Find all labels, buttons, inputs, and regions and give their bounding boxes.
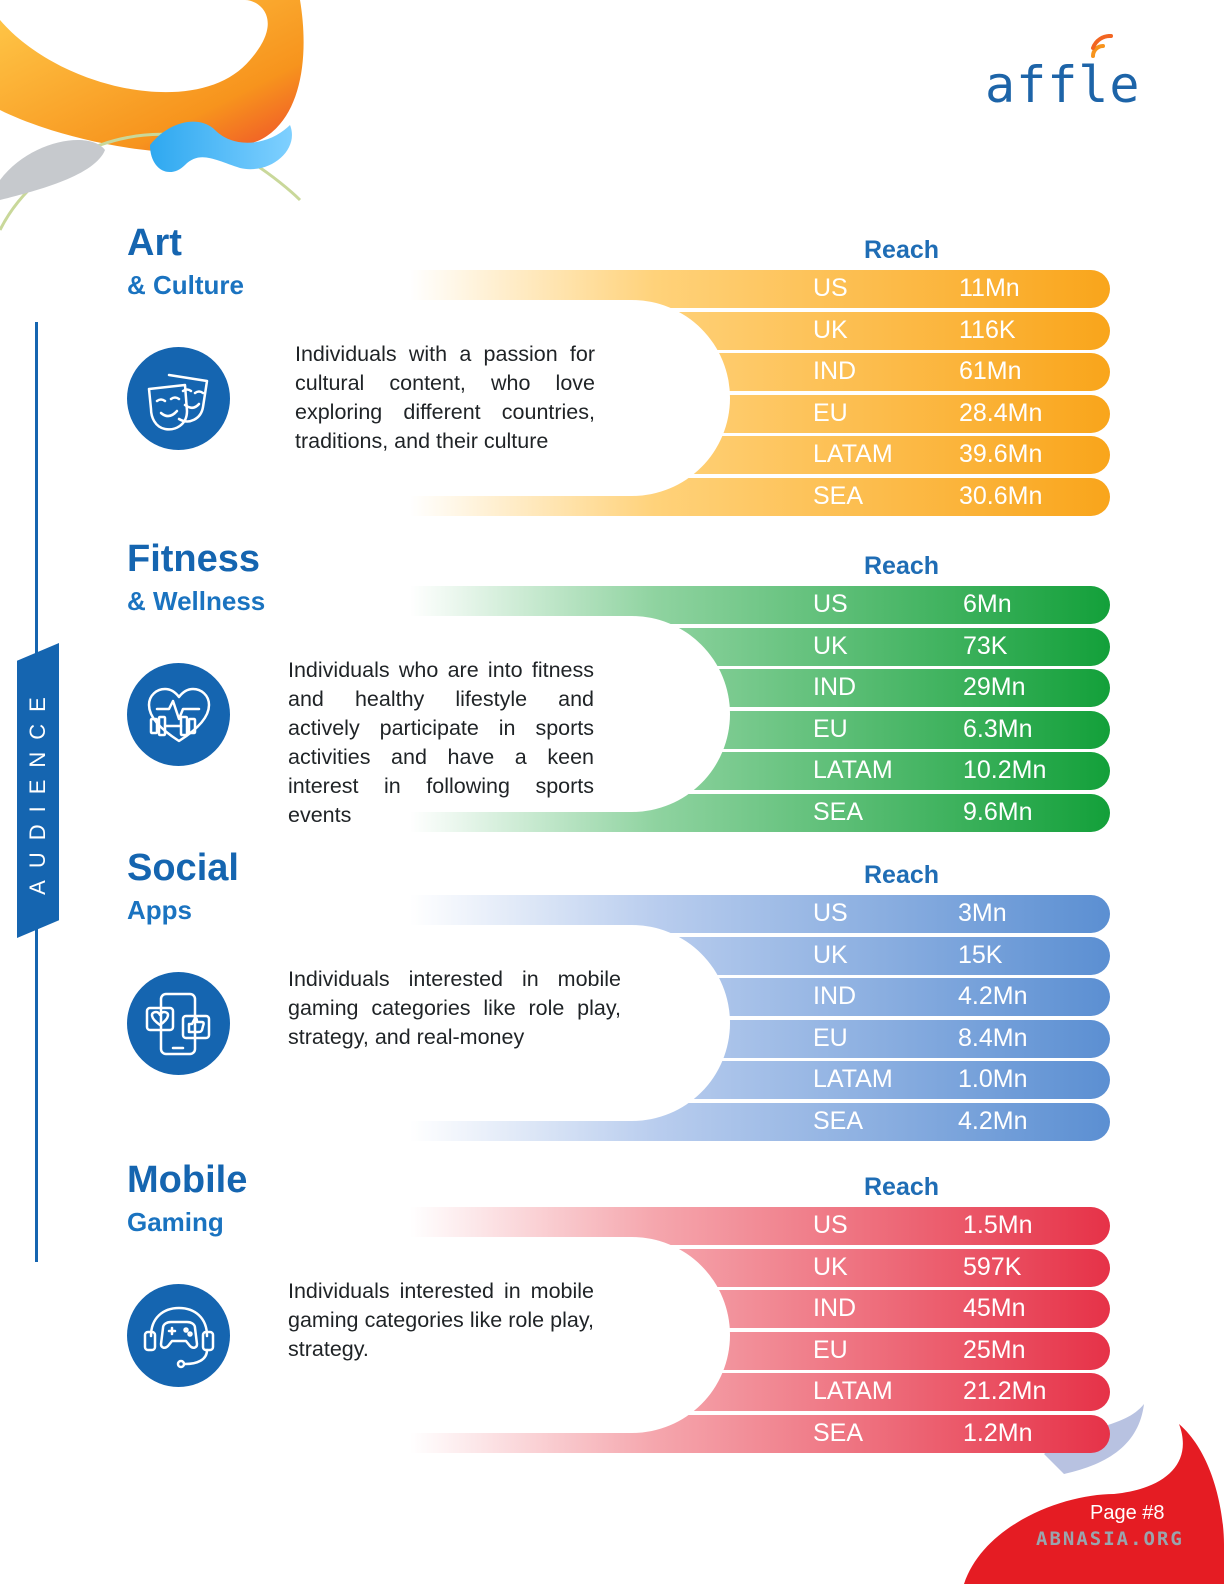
audience-section: US 1.5Mn UK 597K IND 45Mn EU 25Mn LATAM 21.2Mn SEA… <box>0 1159 1224 1469</box>
reach-value: 61Mn <box>959 357 1022 386</box>
band-notch <box>400 616 730 812</box>
region-label: IND <box>813 982 857 1011</box>
section-subtitle: & Culture <box>127 270 244 300</box>
affle-logo: affle <box>985 34 1145 114</box>
logo-wordmark: affle <box>985 56 1141 114</box>
section-description: Individuals interested in mobile gaming … <box>288 1279 594 1361</box>
decorative-swoosh-top-left <box>0 0 304 231</box>
reach-value: 39.6Mn <box>959 440 1043 469</box>
region-label: LATAM <box>813 440 893 469</box>
reach-value: 73K <box>963 631 1008 660</box>
region-label: UK <box>813 1252 848 1281</box>
heart-dumbbell-icon <box>127 663 230 766</box>
region-label: US <box>813 1211 848 1239</box>
region-label: UK <box>813 940 848 969</box>
region-label: EU <box>813 714 848 743</box>
reach-value: 21.2Mn <box>963 1377 1047 1406</box>
page-number: Page #8 <box>1090 1502 1165 1524</box>
audience-section: US 11Mn UK 116K IND 61Mn EU 28.4Mn LATAM 39.6Mn SE… <box>0 222 1224 532</box>
section-title: Art <box>127 222 182 264</box>
reach-value: 1.5Mn <box>963 1211 1033 1239</box>
section-title: Social <box>127 847 239 889</box>
reach-value: 3Mn <box>958 899 1007 927</box>
band-notch <box>400 925 730 1121</box>
region-label: EU <box>813 398 848 427</box>
region-label: EU <box>813 1023 848 1052</box>
reach-value: 28.4Mn <box>959 398 1043 427</box>
reach-value: 1.0Mn <box>958 1065 1028 1094</box>
social-phone-icon <box>127 972 230 1075</box>
section-subtitle: & Wellness <box>127 586 266 616</box>
reach-value: 116K <box>959 315 1016 344</box>
region-label: US <box>813 590 848 618</box>
reach-value: 10.2Mn <box>963 756 1047 785</box>
region-label: SEA <box>813 1107 864 1135</box>
band-notch <box>400 1237 730 1433</box>
section-subtitle: Gaming <box>127 1207 224 1237</box>
reach-band: US 11Mn UK 116K IND 61Mn EU 28.4Mn LATAM 39.6Mn SE… <box>400 270 1110 518</box>
audience-section: US 6Mn UK 73K IND 29Mn EU 6.3Mn LATAM 10.2Mn SEA 9.… <box>0 538 1224 848</box>
region-label: US <box>813 274 848 302</box>
region-label: LATAM <box>813 756 893 785</box>
reach-heading: Reach <box>864 861 940 889</box>
audience-tab <box>17 643 59 938</box>
reach-heading: Reach <box>864 1173 940 1201</box>
reach-value: 25Mn <box>963 1335 1026 1364</box>
reach-value: 29Mn <box>963 673 1026 702</box>
reach-value: 597K <box>963 1252 1022 1281</box>
reach-band: US 6Mn UK 73K IND 29Mn EU 6.3Mn LATAM 10.2Mn SEA 9.… <box>400 586 1110 834</box>
audience-section: US 3Mn UK 15K IND 4.2Mn EU 8.4Mn LATAM 1.0Mn SEA 4.… <box>0 847 1224 1157</box>
region-label: UK <box>813 315 848 344</box>
region-label: SEA <box>813 482 864 510</box>
section-description: Individuals with a passion for cultural … <box>295 342 595 453</box>
reach-value: 30.6Mn <box>959 482 1043 510</box>
reach-value: 11Mn <box>959 274 1020 302</box>
reach-value: 6Mn <box>963 590 1012 618</box>
region-label: IND <box>813 357 857 386</box>
reach-value: 4.2Mn <box>958 982 1028 1011</box>
region-label: SEA <box>813 1419 864 1447</box>
watermark: ABNASIA.ORG <box>1036 1528 1184 1550</box>
region-label: IND <box>813 1294 857 1323</box>
region-label: LATAM <box>813 1377 893 1406</box>
section-description: Individuals interested in mobile gaming … <box>288 967 621 1049</box>
band-notch <box>400 300 730 496</box>
section-description: Individuals who are into fitness and hea… <box>288 658 594 827</box>
reach-heading: Reach <box>864 236 940 264</box>
signal-icon <box>1091 34 1113 58</box>
reach-value: 1.2Mn <box>963 1419 1033 1447</box>
reach-row: SEA 9.6Mn <box>410 794 1110 832</box>
reach-row: US 11Mn <box>410 270 1110 308</box>
reach-value: 6.3Mn <box>963 714 1033 743</box>
reach-value: 45Mn <box>963 1294 1026 1323</box>
theater-masks-icon <box>127 347 230 450</box>
section-title: Mobile <box>127 1159 248 1201</box>
section-title: Fitness <box>127 538 261 580</box>
reach-band: US 1.5Mn UK 597K IND 45Mn EU 25Mn LATAM 21.2Mn SEA… <box>400 1207 1110 1455</box>
reach-value: 15K <box>958 940 1003 969</box>
region-label: IND <box>813 673 857 702</box>
region-label: LATAM <box>813 1065 893 1094</box>
reach-value: 9.6Mn <box>963 798 1033 826</box>
reach-row: US 6Mn <box>410 586 1110 624</box>
reach-value: 4.2Mn <box>958 1107 1028 1135</box>
reach-band: US 3Mn UK 15K IND 4.2Mn EU 8.4Mn LATAM 1.0Mn SEA 4.… <box>400 895 1110 1143</box>
region-label: SEA <box>813 798 864 826</box>
reach-value: 8.4Mn <box>958 1023 1028 1052</box>
region-label: UK <box>813 631 848 660</box>
section-subtitle: Apps <box>127 895 192 925</box>
region-label: US <box>813 899 848 927</box>
gaming-headset-icon <box>127 1284 230 1387</box>
region-label: EU <box>813 1335 848 1364</box>
reach-heading: Reach <box>864 552 940 580</box>
